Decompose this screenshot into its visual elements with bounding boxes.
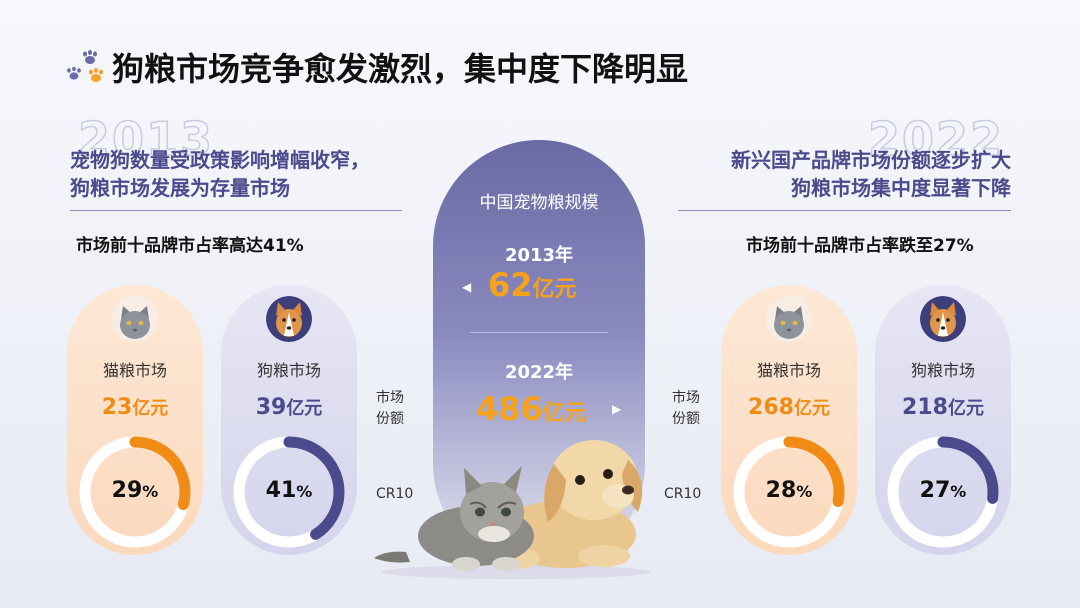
right-cat-cr10-pct: % <box>796 482 813 501</box>
right-dog-number: 218 <box>902 395 948 420</box>
left-dog-cr10-number: 41 <box>265 478 297 503</box>
center-divider <box>470 332 608 333</box>
left-headline-line1: 宠物狗数量受政策影响增幅收窄， <box>70 148 370 172</box>
left-cat-unit: 亿元 <box>132 398 169 419</box>
left-dog-cr10-value: 41% <box>233 478 345 503</box>
right-cat-number: 268 <box>748 395 794 420</box>
left-share-label-line2: 份额 <box>376 411 404 427</box>
year-watermark-2022: 2022 <box>867 111 1005 167</box>
market-size-year-2022: 2022年 <box>504 362 574 383</box>
left-subtitle: 市场前十品牌市占率高达41% <box>76 236 304 256</box>
right-headline-line2: 狗粮市场集中度显著下降 <box>791 176 1011 200</box>
left-dog-label: 狗粮市场 <box>256 361 321 380</box>
market-size-year-2013: 2013年 <box>504 245 574 266</box>
left-cr10-label: CR10 <box>376 486 414 502</box>
right-dog-cr10-pct: % <box>950 482 967 501</box>
left-cat-cr10-value: 29% <box>79 478 191 503</box>
market-size-value-2013: 62亿元 <box>488 266 577 304</box>
market-size-unit-2022: 亿元 <box>542 401 587 426</box>
left-headline: 宠物狗数量受政策影响增幅收窄， 狗粮市场发展为存量市场 <box>70 146 370 202</box>
left-dog-number: 39 <box>255 395 287 420</box>
right-headline-line1: 新兴国产品牌市场份额逐步扩大 <box>731 148 1011 172</box>
left-cat-cr10-ring <box>79 436 191 548</box>
dog-avatar-icon <box>266 296 312 342</box>
right-subtitle: 市场前十品牌市占率跌至27% <box>746 236 974 256</box>
left-dog-cr10-ring <box>233 436 345 548</box>
cat-avatar-icon <box>766 296 812 342</box>
right-cat-cr10-value: 28% <box>733 478 845 503</box>
market-size-value-2022: 486亿元 <box>476 390 587 428</box>
left-cat-cr10-pct: % <box>142 482 159 501</box>
right-cat-unit: 亿元 <box>793 398 830 419</box>
right-headline: 新兴国产品牌市场份额逐步扩大 狗粮市场集中度显著下降 <box>676 146 1011 202</box>
right-share-label-line2: 份额 <box>672 411 700 427</box>
right-share-label: 市场 份额 <box>672 388 700 430</box>
market-size-number-2013: 62 <box>488 266 533 304</box>
right-dog-value: 218亿元 <box>875 394 1011 420</box>
market-size-number-2022: 486 <box>476 390 543 428</box>
left-dog-cr10-pct: % <box>296 482 313 501</box>
right-cat-label: 猫粮市场 <box>756 361 821 380</box>
right-dog-label: 狗粮市场 <box>910 361 975 380</box>
left-cat-label: 猫粮市场 <box>102 361 167 380</box>
right-divider <box>678 210 1011 211</box>
arrow-right-icon: ▶ <box>612 402 622 416</box>
right-cat-cr10-number: 28 <box>765 478 797 503</box>
right-dog-cr10-number: 27 <box>919 478 951 503</box>
left-headline-line2: 狗粮市场发展为存量市场 <box>70 176 290 200</box>
paw-icon <box>67 50 103 82</box>
left-cat-cr10-number: 29 <box>111 478 143 503</box>
left-dog-unit: 亿元 <box>286 398 323 419</box>
right-share-label-line1: 市场 <box>672 390 700 406</box>
right-cat-cr10-ring <box>733 436 845 548</box>
kitten-puppy-illustration <box>374 440 651 579</box>
right-dog-cr10-value: 27% <box>887 478 999 503</box>
market-size-title: 中国宠物粮规模 <box>479 193 599 213</box>
year-watermark-2013: 2013 <box>77 111 215 167</box>
market-size-unit-2013: 亿元 <box>532 277 577 302</box>
cat-avatar-icon <box>112 296 158 342</box>
left-cat-number: 23 <box>101 395 133 420</box>
dog-avatar-icon <box>920 296 966 342</box>
left-share-label-line1: 市场 <box>376 390 404 406</box>
right-dog-unit: 亿元 <box>947 398 984 419</box>
right-cat-value: 268亿元 <box>721 394 857 420</box>
left-cat-value: 23亿元 <box>67 394 203 420</box>
page-title: 狗粮市场竞争愈发激烈，集中度下降明显 <box>112 50 689 88</box>
left-divider <box>70 210 402 211</box>
right-dog-cr10-ring <box>887 436 999 548</box>
left-dog-value: 39亿元 <box>221 394 357 420</box>
arrow-left-icon: ◀ <box>462 280 472 294</box>
left-share-label: 市场 份额 <box>376 388 404 430</box>
right-cr10-label: CR10 <box>664 486 702 502</box>
